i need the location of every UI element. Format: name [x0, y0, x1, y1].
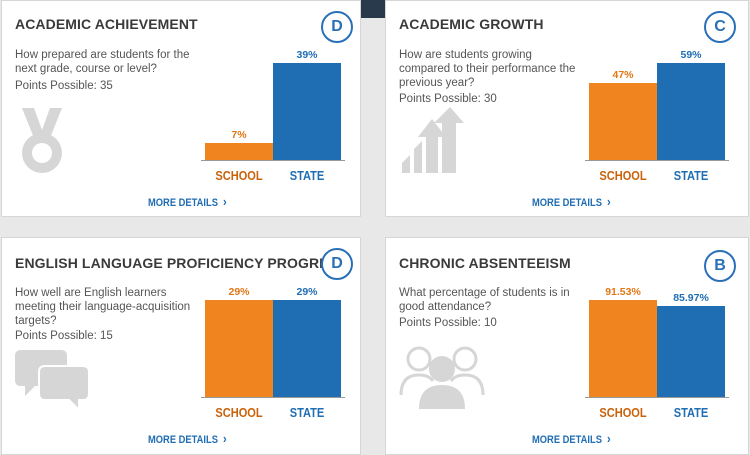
school-value-label: 7%	[231, 128, 247, 141]
school-value-label: 29%	[228, 286, 250, 298]
question-line: targets?	[15, 315, 57, 327]
chart-baseline	[585, 397, 729, 398]
school-category-label: SCHOOL	[599, 405, 647, 420]
state-bar	[273, 63, 341, 160]
question-line: good attendance?	[399, 301, 492, 313]
question-line: How are students growing	[399, 49, 532, 61]
points-possible: Points Possible: 35	[15, 80, 113, 92]
school-bar	[205, 300, 273, 397]
chevron-right-icon: ›	[223, 194, 227, 209]
more-details-link[interactable]: MORE DETAILS ›	[148, 194, 227, 209]
grade-badge: D	[321, 11, 353, 43]
grade-badge: D	[321, 248, 353, 280]
top-dark-strip	[361, 0, 385, 18]
state-category-label: STATE	[289, 405, 325, 420]
card-title: ACADEMIC ACHIEVEMENT	[15, 16, 198, 32]
card-question: How prepared are students for the next g…	[15, 48, 190, 76]
chart-baseline	[585, 160, 729, 161]
card-title: ENGLISH LANGUAGE PROFICIENCY PROGRESS	[15, 255, 348, 271]
card-academic-achievement: ACADEMIC ACHIEVEMENT D How prepared are …	[1, 0, 361, 217]
card-question: How well are English learners meeting th…	[15, 286, 190, 328]
state-value-label: 39%	[296, 49, 318, 61]
more-details-link[interactable]: MORE DETAILS ›	[532, 431, 611, 446]
state-bar	[273, 300, 341, 397]
state-bar	[657, 63, 725, 160]
chart-baseline	[201, 397, 345, 398]
state-value-label: 85.97%	[673, 291, 709, 304]
question-line: What percentage of students is in	[399, 287, 570, 299]
school-value-label: 47%	[612, 68, 634, 81]
grade-badge: C	[704, 11, 736, 43]
question-line: compared to their performance the	[399, 63, 576, 75]
school-bar	[589, 300, 657, 397]
card-english-language-proficiency: ENGLISH LANGUAGE PROFICIENCY PROGRESS D …	[1, 237, 361, 455]
card-title: ACADEMIC GROWTH	[399, 16, 544, 32]
state-category-label: STATE	[289, 168, 325, 183]
people-group-icon	[399, 346, 485, 409]
more-details-link[interactable]: MORE DETAILS ›	[532, 194, 611, 209]
medal-icon	[22, 108, 62, 173]
state-bar	[657, 305, 725, 397]
school-bar	[589, 82, 657, 160]
school-category-label: SCHOOL	[599, 168, 647, 183]
school-bar	[205, 142, 273, 160]
card-chronic-absenteeism: CHRONIC ABSENTEEISM B What percentage of…	[385, 237, 749, 455]
card-title: CHRONIC ABSENTEEISM	[399, 255, 571, 271]
state-category-label: STATE	[673, 168, 709, 183]
school-category-label: SCHOOL	[215, 168, 263, 183]
question-line: How well are English learners	[15, 287, 167, 299]
school-category-label: SCHOOL	[215, 405, 263, 420]
card-question: How are students growing compared to the…	[399, 48, 575, 90]
growth-arrows-icon	[402, 107, 464, 173]
chevron-right-icon: ›	[223, 431, 227, 446]
chart-baseline	[201, 160, 345, 161]
grade-badge: B	[704, 250, 736, 282]
state-value-label: 59%	[680, 49, 702, 61]
state-category-label: STATE	[673, 405, 709, 420]
points-possible: Points Possible: 10	[399, 317, 497, 329]
state-value-label: 29%	[296, 286, 318, 298]
school-value-label: 91.53%	[605, 286, 641, 298]
question-line: meeting their language-acquisition	[15, 301, 191, 313]
speech-bubbles-icon	[15, 350, 89, 412]
chevron-right-icon: ›	[607, 431, 611, 446]
points-possible: Points Possible: 15	[15, 330, 113, 342]
card-question: What percentage of students is in good a…	[399, 286, 570, 314]
more-details-link[interactable]: MORE DETAILS ›	[148, 431, 227, 446]
question-line: How prepared are students for the	[15, 49, 190, 61]
points-possible: Points Possible: 30	[399, 93, 497, 105]
question-line: previous year?	[399, 77, 475, 89]
card-academic-growth: ACADEMIC GROWTH C How are students growi…	[385, 0, 749, 217]
question-line: next grade, course or level?	[15, 63, 157, 75]
chevron-right-icon: ›	[607, 194, 611, 209]
